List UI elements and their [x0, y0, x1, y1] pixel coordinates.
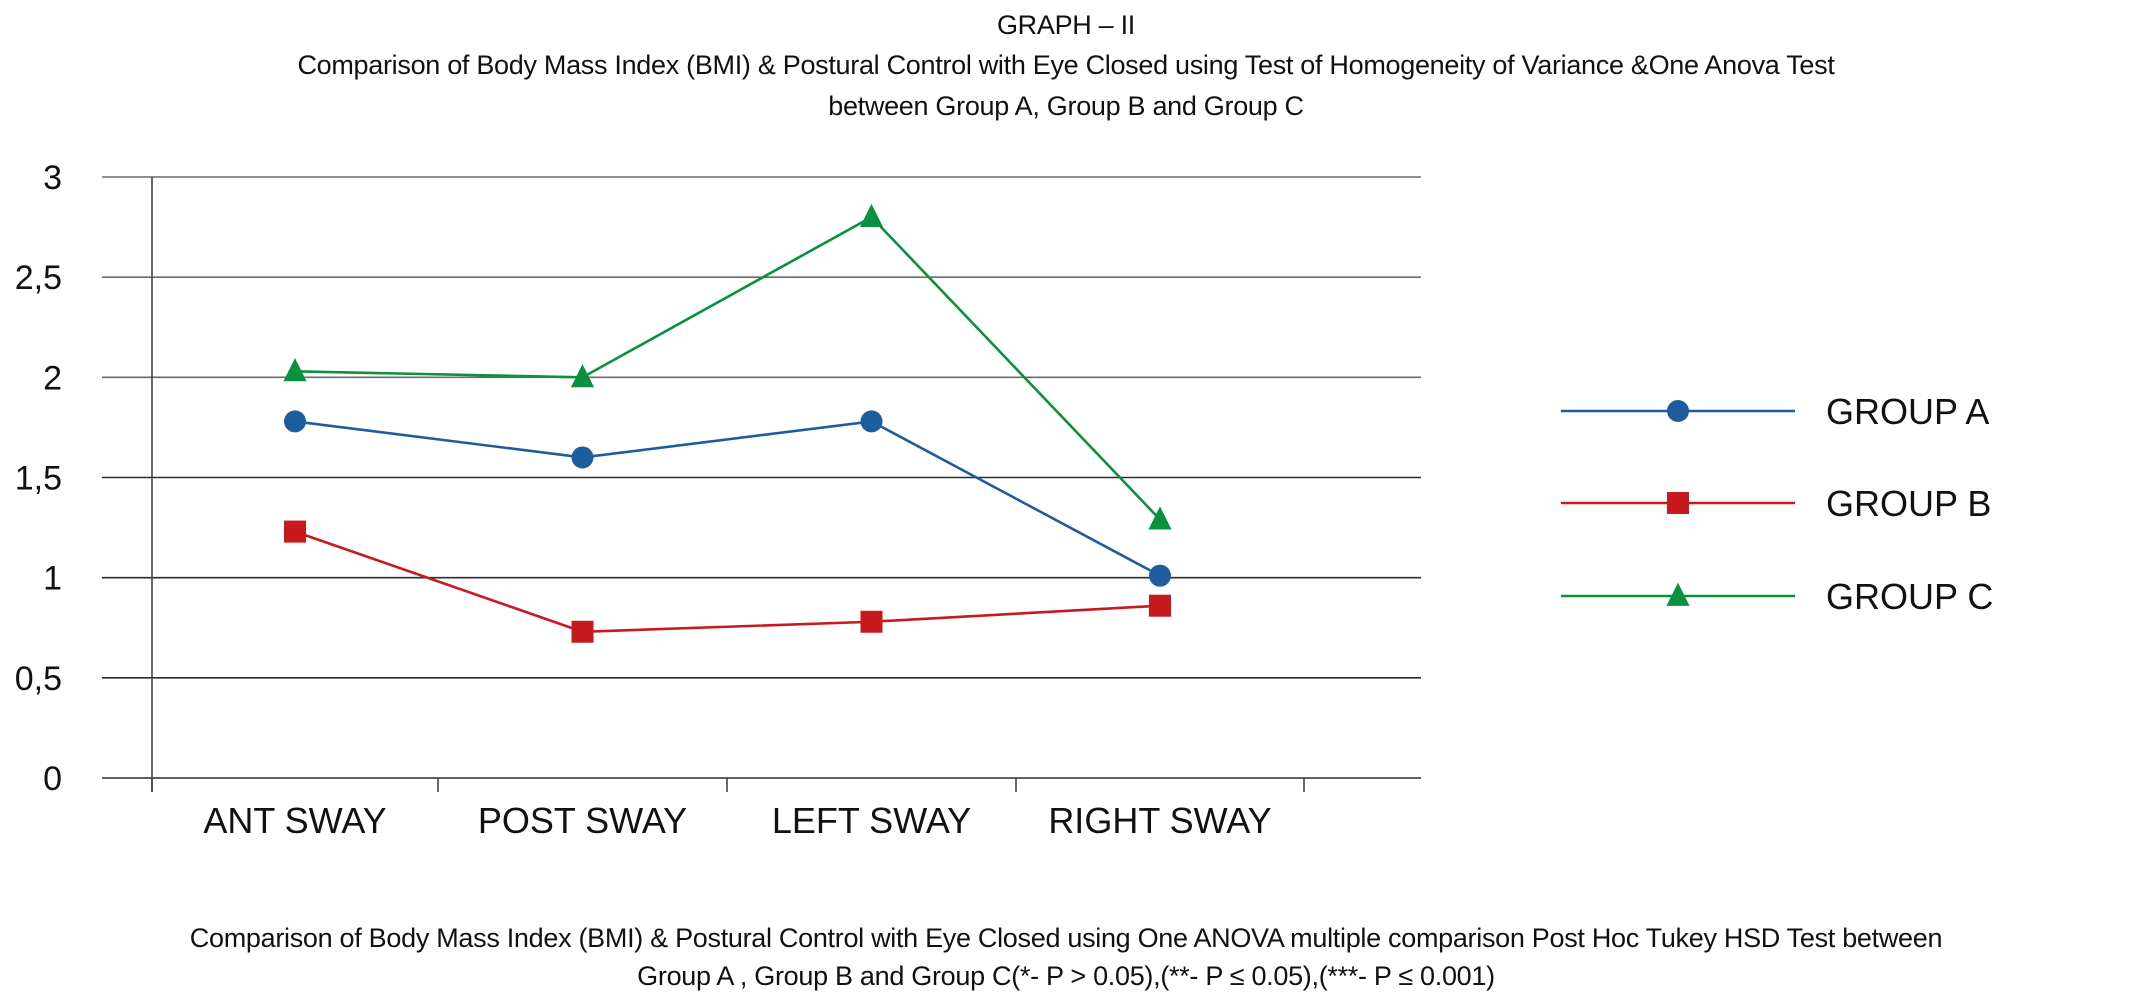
- x-tick-label: LEFT SWAY: [772, 800, 971, 841]
- legend: GROUP A GROUP B GROUP C: [1561, 391, 1993, 617]
- series-group-c: [283, 203, 1172, 530]
- legend-item: GROUP A: [1561, 391, 1989, 432]
- x-tick-label: POST SWAY: [478, 800, 687, 841]
- series-line: [294, 530, 1161, 634]
- legend-marker-circle: [1667, 400, 1689, 422]
- y-tick-label: 0,5: [15, 660, 62, 698]
- data-point-circle: [284, 410, 306, 433]
- x-tick-label: ANT SWAY: [203, 800, 386, 841]
- series-line: [294, 215, 1161, 521]
- y-tick-label: 0: [43, 760, 62, 798]
- legend-item: GROUP B: [1561, 483, 1991, 524]
- y-tick-label: 1,5: [15, 460, 62, 498]
- series-group-a: [284, 410, 1171, 587]
- data-point-square: [860, 610, 883, 633]
- series-group-b: [284, 520, 1171, 643]
- gridlines: [102, 176, 1421, 779]
- data-point-square: [1149, 594, 1171, 617]
- legend-item: GROUP C: [1561, 576, 1993, 617]
- data-point-circle: [1149, 564, 1171, 587]
- y-tick-label: 2,5: [15, 259, 62, 297]
- data-point-triangle: [859, 203, 884, 227]
- legend-marker-square: [1667, 492, 1689, 514]
- caption-line-2: Group A , Group B and Group C(*- P > 0.0…: [637, 961, 1495, 991]
- data-point-triangle: [1148, 506, 1172, 530]
- series-line: [294, 420, 1161, 577]
- y-axis-ticks: 0 0,5 1 1,5 2 2,5 3: [15, 159, 62, 798]
- chart-title: GRAPH – II: [996, 10, 1136, 40]
- series-group: [283, 203, 1172, 643]
- data-point-square: [571, 620, 594, 643]
- data-point-square: [284, 520, 306, 543]
- chart-subtitle-line-1: Comparison of Body Mass Index (BMI) & Po…: [297, 50, 1835, 80]
- y-tick-label: 2: [43, 359, 62, 397]
- data-point-triangle: [570, 364, 595, 388]
- chart-subtitle-line-2: between Group A, Group B and Group C: [828, 91, 1304, 121]
- data-point-triangle: [283, 358, 307, 382]
- x-tick-label: RIGHT SWAY: [1048, 800, 1271, 841]
- legend-label: GROUP C: [1826, 576, 1993, 617]
- caption-line-1: Comparison of Body Mass Index (BMI) & Po…: [189, 923, 1943, 953]
- y-tick-label: 1: [43, 560, 62, 598]
- legend-marker-triangle: [1666, 582, 1690, 606]
- y-tick-label: 3: [43, 159, 62, 197]
- data-point-circle: [860, 410, 883, 433]
- axes: [151, 177, 1305, 792]
- data-point-circle: [571, 446, 594, 469]
- legend-label: GROUP A: [1826, 391, 1989, 432]
- x-axis-ticks: ANT SWAY POST SWAY LEFT SWAY RIGHT SWAY: [203, 800, 1271, 841]
- legend-label: GROUP B: [1826, 483, 1991, 524]
